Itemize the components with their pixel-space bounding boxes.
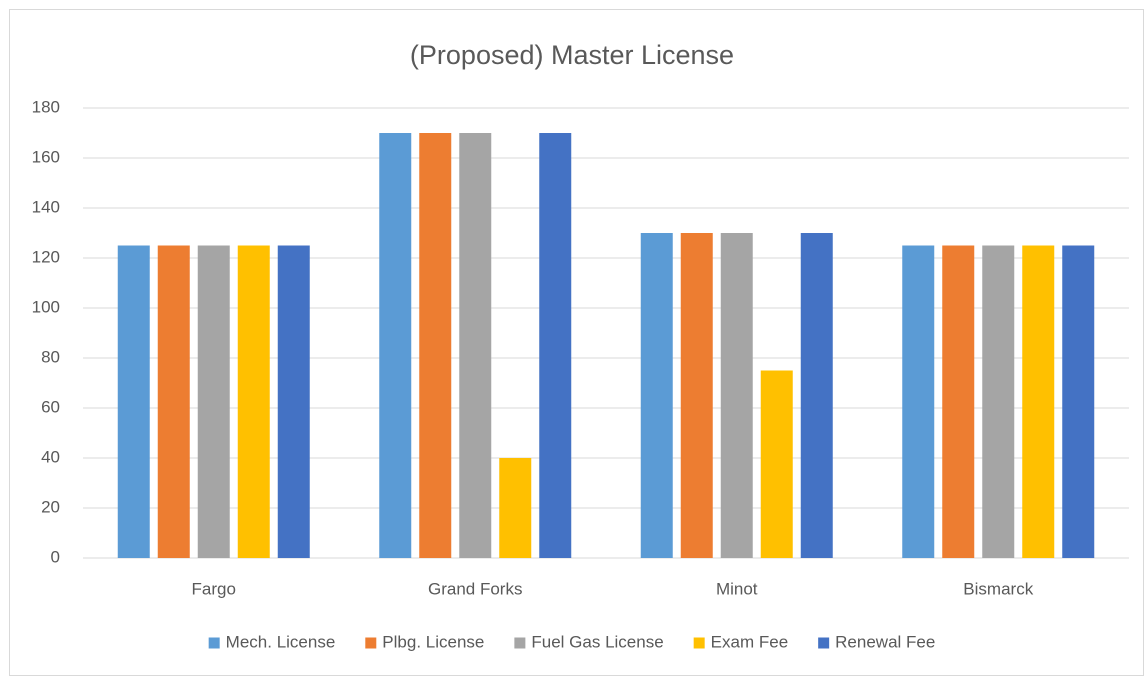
x-tick-label: Fargo — [192, 579, 236, 598]
y-tick-label: 140 — [32, 197, 60, 216]
bar — [197, 245, 230, 558]
legend-swatch — [208, 637, 220, 649]
bar — [419, 133, 452, 558]
bar — [800, 233, 833, 558]
bar — [539, 133, 572, 558]
bar — [1062, 245, 1095, 558]
bar — [902, 245, 935, 558]
y-tick-label: 120 — [32, 247, 60, 266]
legend-label: Fuel Gas License — [531, 632, 663, 651]
legend-label: Mech. License — [226, 632, 336, 651]
x-tick-label: Minot — [716, 579, 758, 598]
y-tick-label: 20 — [41, 497, 60, 516]
chart-title: (Proposed) Master License — [410, 40, 734, 70]
bar — [499, 458, 532, 558]
y-tick-label: 100 — [32, 297, 60, 316]
bar — [760, 370, 793, 558]
y-tick-label: 80 — [41, 347, 60, 366]
bar — [680, 233, 713, 558]
bar — [157, 245, 190, 558]
bar — [277, 245, 310, 558]
x-tick-label: Grand Forks — [428, 579, 522, 598]
bar — [237, 245, 270, 558]
bar — [459, 133, 492, 558]
legend-swatch — [514, 637, 526, 649]
y-tick-label: 60 — [41, 397, 60, 416]
legend-label: Exam Fee — [711, 632, 788, 651]
legend-swatch — [818, 637, 830, 649]
bar — [1022, 245, 1055, 558]
legend-label: Plbg. License — [382, 632, 484, 651]
legend-swatch — [693, 637, 705, 649]
y-tick-label: 40 — [41, 447, 60, 466]
legend-label: Renewal Fee — [835, 632, 935, 651]
bar — [942, 245, 975, 558]
bar — [720, 233, 753, 558]
bar — [640, 233, 673, 558]
y-tick-label: 180 — [32, 97, 60, 116]
bar — [117, 245, 150, 558]
y-tick-label: 160 — [32, 147, 60, 166]
bar — [379, 133, 412, 558]
x-tick-label: Bismarck — [963, 579, 1033, 598]
bar — [982, 245, 1015, 558]
y-tick-label: 0 — [51, 547, 60, 566]
legend-swatch — [365, 637, 377, 649]
